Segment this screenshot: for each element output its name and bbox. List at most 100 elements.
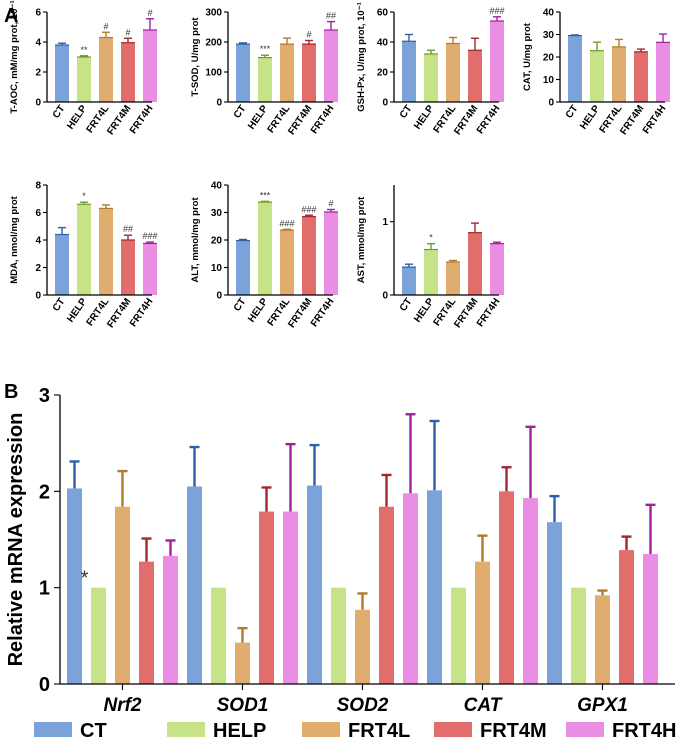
y-axis-label: MDA, nmol/mg prot	[9, 195, 20, 283]
x-tick-label: FRT4H	[475, 296, 502, 329]
significance-mark: *	[429, 233, 433, 243]
bar-help	[424, 249, 438, 295]
bar-frt4m	[302, 216, 316, 295]
bar-ct	[307, 485, 322, 684]
bar-frt4h	[656, 42, 670, 102]
bar-frt4h	[163, 555, 178, 684]
x-tick-label: CT	[51, 103, 68, 120]
y-tick-label: 4	[35, 236, 41, 247]
legend-swatch	[434, 722, 472, 737]
x-tick-label: FRT4H	[309, 103, 336, 136]
y-tick-label: 0	[382, 98, 388, 109]
bar-help	[77, 57, 91, 102]
bar-help	[424, 54, 438, 102]
bar-frt4h	[283, 511, 298, 684]
y-tick-label: 30	[543, 30, 555, 41]
bar-frt4m	[468, 232, 482, 295]
chart-alt: ***#######010203040CTHELPFRT4LFRT4MFRT4H…	[190, 181, 338, 330]
legend-item-frt4h: FRT4H	[566, 720, 676, 741]
y-tick-label: 3	[39, 385, 50, 407]
legend-swatch	[167, 722, 205, 737]
y-tick-label: 0	[382, 291, 388, 302]
significance-mark: ###	[142, 231, 157, 241]
y-tick-label: 20	[377, 68, 389, 79]
bar-frt4m	[121, 240, 135, 295]
legend-label: FRT4M	[480, 720, 547, 741]
x-tick-label: SOD1	[217, 695, 269, 716]
bar-frt4l	[280, 44, 294, 102]
bar-frt4m	[121, 42, 135, 102]
x-tick-label: CT	[398, 103, 415, 120]
bar-frt4h	[403, 493, 418, 684]
bar-frt4m	[619, 550, 634, 684]
bar-frt4h	[643, 553, 658, 684]
significance-mark: ###	[301, 204, 316, 214]
y-axis-label: Relative mRNA expression	[5, 413, 27, 667]
bar-frt4h	[490, 243, 504, 295]
x-tick-label: CT	[51, 296, 68, 313]
significance-mark: *	[81, 568, 89, 590]
y-tick-label: 0	[216, 98, 222, 109]
x-tick-label: SOD2	[337, 695, 389, 716]
x-tick-label: FRT4H	[309, 296, 336, 329]
panel-label-b: B	[4, 381, 18, 403]
y-tick-label: 0	[35, 291, 41, 302]
y-tick-label: 0	[548, 98, 554, 109]
bar-frt4l	[280, 230, 294, 295]
bar-frt4l	[612, 46, 626, 102]
y-tick-label: 0	[35, 98, 41, 109]
legend-label: FRT4H	[612, 720, 676, 741]
bar-frt4l	[235, 642, 250, 684]
x-tick-label: CAT	[464, 695, 503, 716]
bar-frt4h	[523, 498, 538, 684]
x-tick-label: CT	[232, 103, 249, 120]
significance-mark: ##	[123, 224, 133, 234]
y-tick-label: 10	[543, 75, 555, 86]
bar-frt4l	[115, 506, 130, 684]
bar-frt4h	[143, 243, 157, 295]
y-tick-label: 0	[39, 674, 50, 696]
y-tick-label: 300	[205, 8, 222, 19]
legend-item-help: HELP	[167, 720, 266, 741]
legend-item-ct: CT	[34, 720, 107, 741]
y-tick-label: 1	[39, 578, 50, 600]
x-tick-label: FRT4H	[128, 103, 155, 136]
bar-help	[571, 587, 586, 684]
significance-mark: ###	[279, 218, 294, 228]
x-tick-label: Nrf2	[103, 695, 141, 716]
significance-mark: #	[103, 21, 108, 31]
x-tick-label: FRT4H	[475, 103, 502, 136]
significance-mark: ***	[260, 190, 271, 200]
significance-mark: #	[306, 30, 311, 40]
bar-frt4l	[355, 609, 370, 684]
y-tick-label: 6	[35, 8, 41, 19]
bar-ct	[236, 240, 250, 295]
bar-frt4l	[99, 208, 113, 295]
bar-frt4l	[446, 43, 460, 102]
bar-frt4m	[634, 51, 648, 102]
y-axis-label: T-SOD, U/mg prot	[190, 17, 201, 97]
bar-frt4l	[595, 595, 610, 684]
bar-help	[258, 202, 272, 295]
panel-label-a: A	[4, 5, 18, 27]
bar-frt4l	[475, 561, 490, 684]
significance-mark: **	[80, 45, 88, 55]
bar-ct	[547, 522, 562, 684]
bar-help	[211, 587, 226, 684]
bar-frt4h	[143, 30, 157, 102]
x-tick-label: GPX1	[577, 695, 628, 716]
significance-mark: #	[328, 198, 333, 208]
bar-ct	[187, 486, 202, 684]
bar-frt4m	[139, 561, 154, 684]
y-tick-label: 8	[35, 181, 41, 192]
legend-swatch	[34, 722, 72, 737]
bar-ct	[402, 41, 416, 102]
x-tick-label: CT	[232, 296, 249, 313]
bar-ct	[55, 45, 69, 102]
